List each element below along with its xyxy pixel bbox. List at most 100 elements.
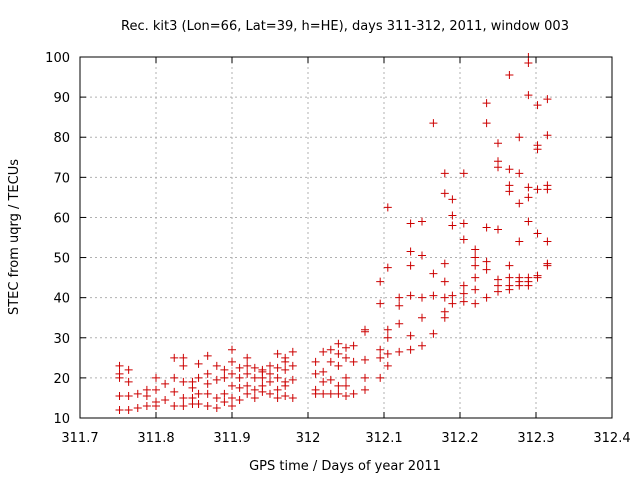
data-point	[170, 387, 179, 396]
data-point	[459, 281, 468, 290]
data-point	[115, 405, 124, 414]
data-point	[459, 235, 468, 244]
data-point	[515, 169, 524, 178]
data-point	[266, 369, 274, 378]
data-point	[448, 221, 457, 230]
data-point	[349, 341, 358, 350]
data-point	[334, 349, 343, 358]
data-point	[342, 373, 350, 382]
data-point	[273, 385, 282, 394]
data-point	[235, 383, 244, 392]
data-point	[243, 389, 252, 398]
data-point	[342, 353, 350, 362]
x-tick-label: 311.9	[213, 431, 250, 446]
data-point	[311, 369, 320, 378]
x-tick-label: 312.2	[441, 431, 478, 446]
data-point	[482, 119, 491, 128]
data-point	[533, 273, 542, 282]
y-tick-label: 70	[53, 171, 70, 186]
y-tick-label: 40	[53, 292, 70, 307]
data-point	[124, 365, 133, 374]
data-point	[220, 397, 229, 406]
data-point	[288, 375, 297, 384]
data-point	[281, 357, 290, 366]
data-point	[418, 313, 426, 322]
data-point	[533, 229, 542, 238]
data-point	[203, 401, 212, 410]
data-point	[395, 301, 404, 310]
data-point	[266, 361, 274, 370]
data-point	[273, 373, 282, 382]
data-point	[319, 389, 328, 398]
data-point	[281, 381, 290, 390]
data-point	[543, 95, 552, 104]
data-point	[543, 237, 552, 246]
data-point	[515, 277, 524, 286]
data-point	[376, 277, 385, 286]
data-point	[406, 291, 415, 300]
data-point	[194, 399, 203, 408]
data-point	[334, 361, 343, 370]
data-point	[342, 381, 350, 390]
data-point	[124, 405, 133, 414]
data-point	[515, 199, 524, 208]
data-point	[170, 353, 179, 362]
data-point	[429, 291, 438, 300]
y-tick-label: 20	[53, 372, 70, 387]
data-point	[334, 339, 343, 348]
data-point	[543, 131, 552, 140]
data-point	[319, 367, 328, 376]
grid-lines	[80, 57, 612, 418]
data-point	[179, 353, 188, 362]
data-point	[505, 187, 514, 196]
data-point	[448, 291, 457, 300]
data-point	[376, 345, 385, 354]
data-point	[179, 401, 188, 410]
data-point	[494, 287, 502, 296]
data-point	[383, 361, 392, 370]
data-point	[471, 245, 480, 254]
data-point	[266, 377, 274, 386]
data-point	[334, 389, 343, 398]
data-point	[250, 393, 259, 402]
data-point	[524, 59, 533, 68]
data-point	[406, 331, 415, 340]
x-tick-label: 312	[296, 431, 321, 446]
data-point	[228, 357, 236, 366]
data-point	[334, 381, 343, 390]
data-point	[482, 99, 491, 108]
data-point	[505, 285, 514, 294]
data-point	[179, 361, 188, 370]
data-point	[361, 385, 369, 394]
y-tick-label: 80	[53, 131, 70, 146]
data-point	[418, 293, 426, 302]
data-point	[152, 401, 160, 410]
data-point	[235, 363, 244, 372]
data-point	[152, 373, 160, 382]
data-point	[418, 217, 426, 226]
data-point	[494, 163, 502, 172]
data-point	[505, 261, 514, 270]
data-point	[273, 393, 282, 402]
data-point	[524, 277, 533, 286]
data-point	[429, 329, 438, 338]
data-point	[220, 389, 229, 398]
data-point	[250, 363, 259, 372]
data-point	[515, 133, 524, 142]
data-point	[273, 349, 282, 358]
data-point	[319, 377, 328, 386]
data-point	[203, 379, 212, 388]
data-point	[543, 261, 552, 270]
data-point	[448, 195, 457, 204]
data-point	[471, 299, 480, 308]
data-point	[142, 391, 151, 400]
data-point	[471, 261, 480, 270]
chart-title: Rec. kit3 (Lon=66, Lat=39, h=HE), days 3…	[121, 19, 569, 34]
data-point	[203, 369, 212, 378]
y-tick-label: 100	[45, 51, 70, 66]
y-axis-tick-labels: 10 20 30 40 50 60 70 80 90 100	[45, 51, 70, 427]
data-point	[235, 395, 244, 404]
data-point	[471, 273, 480, 282]
data-point	[543, 185, 552, 194]
data-point	[342, 391, 350, 400]
